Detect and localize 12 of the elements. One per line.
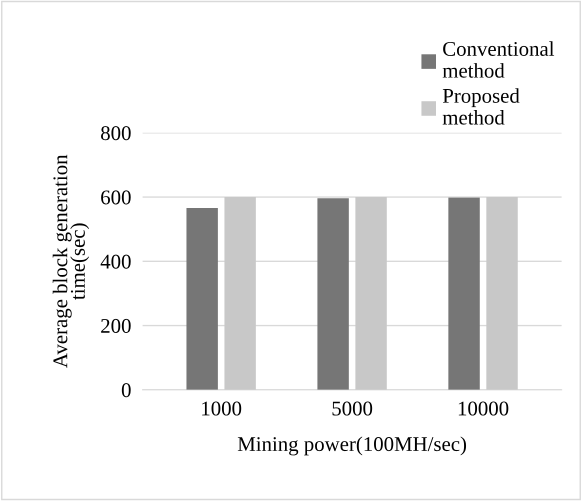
x-axis-title: Mining power(100MH/sec) — [238, 436, 466, 456]
y-tick-label: 0 — [122, 383, 131, 398]
y-tick-label: 600 — [101, 190, 131, 204]
legend-label: Conventional method — [442, 41, 554, 78]
legend-label: Proposed method — [442, 88, 520, 125]
x-tick-label: 1000 — [202, 401, 242, 416]
y-tick-label: 400 — [100, 254, 131, 269]
y-tick-label: 200 — [101, 318, 131, 333]
x-tick-label: 5000 — [332, 401, 372, 416]
y-axis-title: Average block generation time(sec) — [52, 154, 90, 368]
y-tick-label: 800 — [101, 126, 131, 140]
x-tick-label: 10000 — [458, 401, 508, 416]
